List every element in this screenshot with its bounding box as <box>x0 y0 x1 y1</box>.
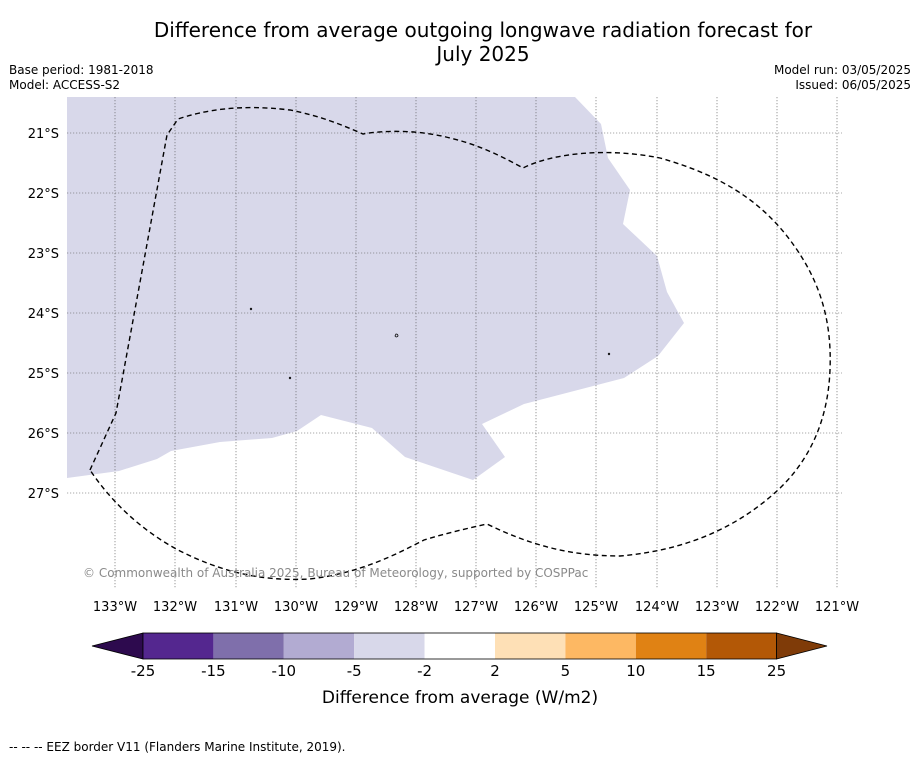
model-run: Model run: 03/05/2025 <box>773 63 911 77</box>
issued-date: Issued: 06/05/2025 <box>795 78 911 92</box>
colorbar-tick: -25 <box>131 662 156 680</box>
colorbar-segment <box>283 633 355 659</box>
lon-label: 133°W <box>93 600 137 615</box>
colorbar-tick: -15 <box>201 662 226 680</box>
colorbar-segment <box>143 633 214 659</box>
islands <box>249 307 611 380</box>
latitude-labels: 21°S 22°S 23°S 24°S 25°S 26°S 27°S <box>28 127 59 502</box>
graticule <box>67 97 842 588</box>
lat-label: 27°S <box>28 487 59 502</box>
lat-label: 24°S <box>28 307 59 322</box>
island-marker <box>288 376 292 380</box>
title-line-1: Difference from average outgoing longwav… <box>153 18 813 42</box>
lat-label: 22°S <box>28 187 59 202</box>
colorbar-segment <box>424 633 495 659</box>
island-marker <box>249 307 253 311</box>
colorbar-label: Difference from average (W/m2) <box>322 688 598 708</box>
lon-label: 122°W <box>755 600 799 615</box>
colorbar: -25 -15 -10 -5 -2 2 5 10 15 25 Differenc… <box>91 632 828 708</box>
eez-border <box>89 106 831 581</box>
colorbar-segment <box>565 633 636 659</box>
lon-label: 127°W <box>454 600 498 615</box>
lon-label: 124°W <box>635 600 679 615</box>
colorbar-tick: 2 <box>490 662 500 680</box>
lon-label: 132°W <box>153 600 197 615</box>
island-marker <box>607 352 611 356</box>
island-marker <box>394 333 399 338</box>
longitude-labels: 133°W 132°W 131°W 130°W 129°W 128°W 127°… <box>93 600 859 615</box>
colorbar-segment <box>213 633 284 659</box>
lon-label: 130°W <box>274 600 318 615</box>
colorbar-tick: 10 <box>626 662 645 680</box>
colorbar-tick: 15 <box>697 662 716 680</box>
colorbar-tick-labels: -25 -15 -10 -5 -2 2 5 10 15 25 <box>131 662 786 680</box>
anomaly-region <box>67 97 684 480</box>
colorbar-extend-low <box>91 632 144 660</box>
lat-label: 25°S <box>28 367 59 382</box>
colorbar-tick: -2 <box>417 662 432 680</box>
copyright-text: © Commonwealth of Australia 2025, Bureau… <box>83 566 588 580</box>
lon-label: 128°W <box>394 600 438 615</box>
colorbar-extend-high <box>776 632 828 660</box>
colorbar-segment <box>635 633 707 659</box>
colorbar-segment <box>495 633 566 659</box>
eez-legend: -- -- -- EEZ border V11 (Flanders Marine… <box>9 740 346 754</box>
title-line-2: July 2025 <box>436 42 530 66</box>
run-info: Model run: 03/05/2025 Issued: 06/05/2025 <box>774 63 911 93</box>
colorbar-tick: 5 <box>561 662 571 680</box>
lon-label: 123°W <box>695 600 739 615</box>
colorbar-segment <box>706 633 777 659</box>
lat-label: 23°S <box>28 247 59 262</box>
colorbar-tick: -10 <box>272 662 297 680</box>
model-name: Model: ACCESS-S2 <box>9 78 121 92</box>
lat-label: 26°S <box>28 427 59 442</box>
colorbar-segment <box>354 633 425 659</box>
lon-label: 131°W <box>214 600 258 615</box>
colorbar-tick: -5 <box>347 662 362 680</box>
lon-label: 126°W <box>514 600 558 615</box>
lon-label: 129°W <box>334 600 378 615</box>
model-info: Base period: 1981-2018 Model: ACCESS-S2 <box>9 63 154 93</box>
map-title: Difference from average outgoing longwav… <box>0 18 919 66</box>
lon-label: 121°W <box>815 600 859 615</box>
lat-label: 21°S <box>28 127 59 142</box>
base-period: Base period: 1981-2018 <box>9 63 154 77</box>
colorbar-tick: 25 <box>767 662 786 680</box>
lon-label: 125°W <box>574 600 618 615</box>
colorbar-outline <box>142 632 777 660</box>
